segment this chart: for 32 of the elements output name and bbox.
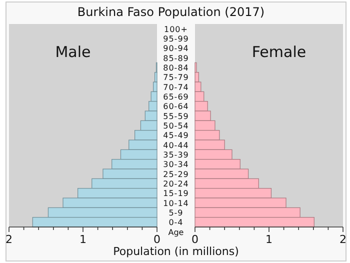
y-tick-label: 65-69 <box>163 92 189 102</box>
y-tick-label: 95-99 <box>163 34 189 44</box>
text: Male <box>55 43 91 61</box>
x-tick-label: 1 <box>266 233 272 246</box>
x-axis-title: Population (in millions) <box>113 245 239 258</box>
y-tick-label: 50-54 <box>163 122 189 130</box>
y-tick-label: 75-79 <box>163 73 189 82</box>
x-tick-label: 0 <box>192 233 198 246</box>
x-tick-label: 0 <box>154 233 160 246</box>
chart-title: Burkina Faso Population (2017) <box>77 5 265 19</box>
y-tick-label: 45-49 <box>163 131 189 140</box>
x-tick-label: 2 <box>6 233 12 246</box>
y-tick-label: 55-59 <box>163 112 189 121</box>
y-tick-label: 60-64 <box>163 102 189 112</box>
y-tick-label: 0-4 <box>168 218 184 228</box>
y-tick-label: 30-34 <box>163 160 189 170</box>
y-tick-label: 40-44 <box>163 140 189 150</box>
x-tick-label: 1 <box>80 233 86 246</box>
y-tick-label: 70-74 <box>163 82 189 92</box>
y-tick-label: 20-24 <box>163 180 189 188</box>
y-tick-label: 80-84 <box>163 64 189 72</box>
y-tick-label: 90-94 <box>163 44 189 54</box>
y-tick-label: 5-9 <box>168 208 184 218</box>
y-tick-label: 35-39 <box>163 150 189 160</box>
y-tick-label: 85-89 <box>163 54 189 63</box>
y-tick-label: 100+ <box>164 24 188 34</box>
y-tick-label: 25-29 <box>163 170 189 179</box>
y-tick-label: 15-19 <box>163 189 189 198</box>
text: Female <box>252 43 306 61</box>
y-tick-label: 10-14 <box>163 198 189 208</box>
y-axis-title: Age <box>168 228 184 237</box>
x-tick-label: 2 <box>340 233 346 246</box>
